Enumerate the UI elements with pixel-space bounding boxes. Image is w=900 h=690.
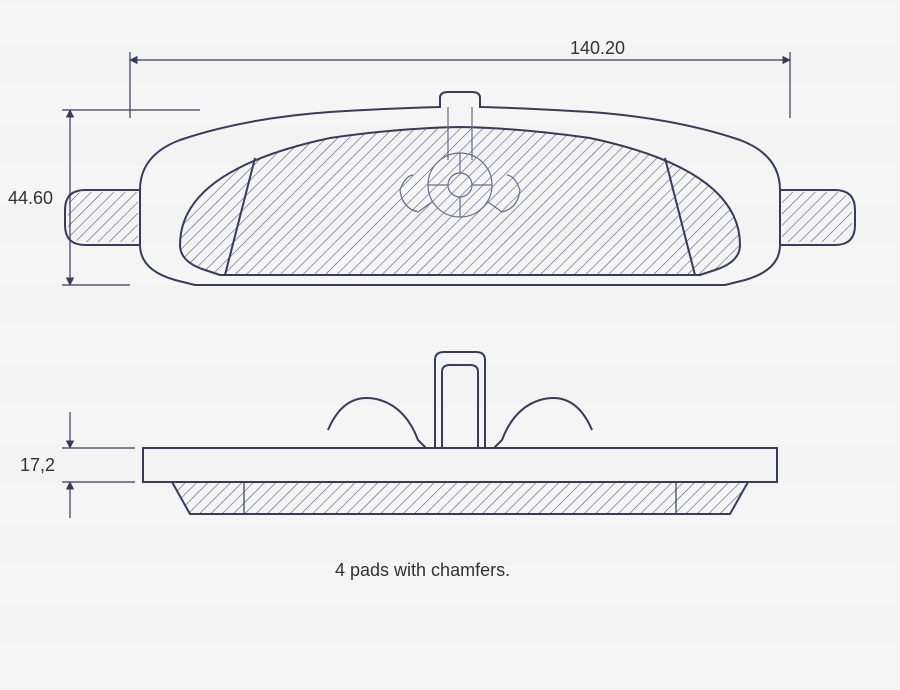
dim-height-label: 44.60: [8, 188, 53, 209]
drawing-svg: [0, 0, 900, 685]
brake-pad-side-view: [143, 352, 777, 514]
technical-drawing: [0, 0, 900, 685]
dim-width-label: 140.20: [570, 38, 625, 59]
brake-pad-front-view: [65, 92, 855, 285]
dim-thickness-label: 17,2: [20, 455, 55, 476]
drawing-caption: 4 pads with chamfers.: [335, 560, 510, 581]
